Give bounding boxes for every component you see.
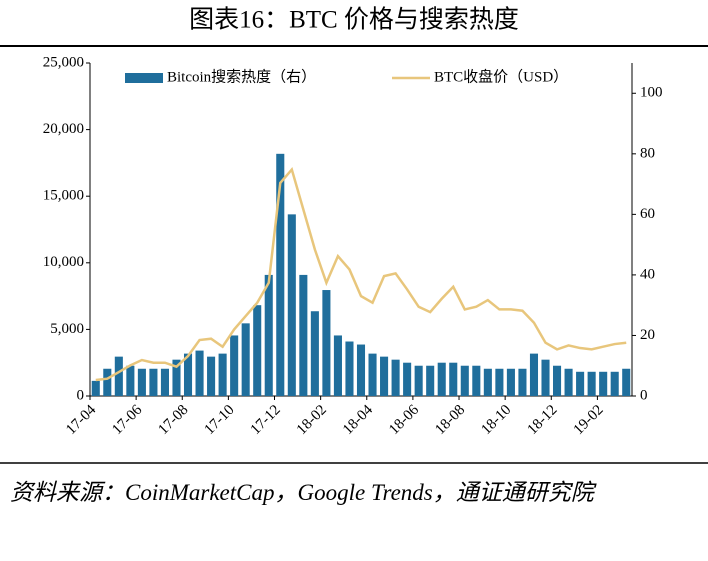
y2-tick-label: 100 <box>640 85 663 101</box>
bar <box>126 365 135 396</box>
source: 资料来源：CoinMarketCap，Google Trends，通证通研究院 <box>10 480 594 505</box>
bar <box>333 335 342 396</box>
bar <box>218 353 227 396</box>
bar <box>391 359 400 396</box>
bar <box>576 371 585 396</box>
x-tick-label: 19-02 <box>571 402 607 438</box>
bar <box>610 371 619 396</box>
bar <box>564 368 573 396</box>
x-tick-label: 17-12 <box>248 402 284 438</box>
x-tick-label: 17-06 <box>109 402 145 438</box>
bar <box>276 153 285 396</box>
y2-tick-label: 20 <box>640 327 655 343</box>
bar <box>241 323 250 396</box>
bar <box>460 365 469 396</box>
bar <box>368 353 377 396</box>
bar <box>426 365 435 396</box>
bar <box>160 368 169 396</box>
bar <box>599 371 608 396</box>
y2-tick-label: 0 <box>640 387 648 403</box>
bar <box>195 350 204 396</box>
bar <box>172 359 181 396</box>
bar <box>183 353 193 396</box>
bar <box>114 356 123 396</box>
bar <box>472 365 481 396</box>
bar <box>518 368 527 396</box>
x-tick-label: 17-10 <box>202 402 238 438</box>
bar <box>553 365 562 396</box>
bar <box>310 311 319 396</box>
bar <box>622 368 631 396</box>
x-tick-label: 18-02 <box>294 402 330 438</box>
price-line <box>95 167 627 382</box>
bar <box>495 368 504 396</box>
x-tick-label: 18-06 <box>386 402 422 438</box>
y2-tick-label: 80 <box>640 145 655 161</box>
bar <box>403 362 412 396</box>
bar <box>483 368 492 396</box>
x-tick-label: 18-10 <box>478 402 514 438</box>
y-tick-label: 20,000 <box>43 121 84 137</box>
bar <box>345 341 354 396</box>
x-tick-label: 18-08 <box>432 402 468 438</box>
bar <box>149 368 158 396</box>
bar <box>207 356 216 396</box>
bar <box>253 305 262 396</box>
bar <box>356 344 366 396</box>
x-tick-label: 17-08 <box>155 402 191 438</box>
legend-swatch <box>125 73 163 83</box>
y-tick-label: 25,000 <box>43 54 84 70</box>
bar <box>587 371 596 396</box>
x-tick-label: 17-04 <box>63 402 99 438</box>
y-tick-label: 10,000 <box>43 254 84 270</box>
bar <box>449 362 458 396</box>
bar <box>541 359 550 396</box>
y-tick-label: 15,000 <box>43 188 84 204</box>
legend-label: Bitcoin搜索热度（右） <box>167 68 316 85</box>
bar <box>322 290 331 396</box>
bar <box>287 214 296 396</box>
bar <box>103 368 112 396</box>
y-tick-label: 5,000 <box>50 321 84 337</box>
bar <box>137 368 146 396</box>
source-box: 资料来源：CoinMarketCap，Google Trends，通证通研究院 <box>10 480 594 505</box>
y2-tick-label: 60 <box>640 206 655 222</box>
x-tick-label: 18-04 <box>340 402 376 438</box>
bar <box>299 274 308 396</box>
bar <box>506 368 515 396</box>
y-tick-label: 0 <box>77 387 85 403</box>
bar <box>529 353 539 396</box>
bar <box>437 362 446 396</box>
bar <box>414 365 423 396</box>
chart-title: 图表16：BTC 价格与搜索热度 <box>189 6 519 34</box>
bar <box>380 356 389 396</box>
x-tick-label: 18-12 <box>524 402 560 438</box>
bar <box>91 380 100 396</box>
bar <box>264 274 273 396</box>
legend-label: BTC收盘价（USD） <box>434 67 568 85</box>
bar <box>230 335 239 396</box>
y2-tick-label: 40 <box>640 266 655 282</box>
